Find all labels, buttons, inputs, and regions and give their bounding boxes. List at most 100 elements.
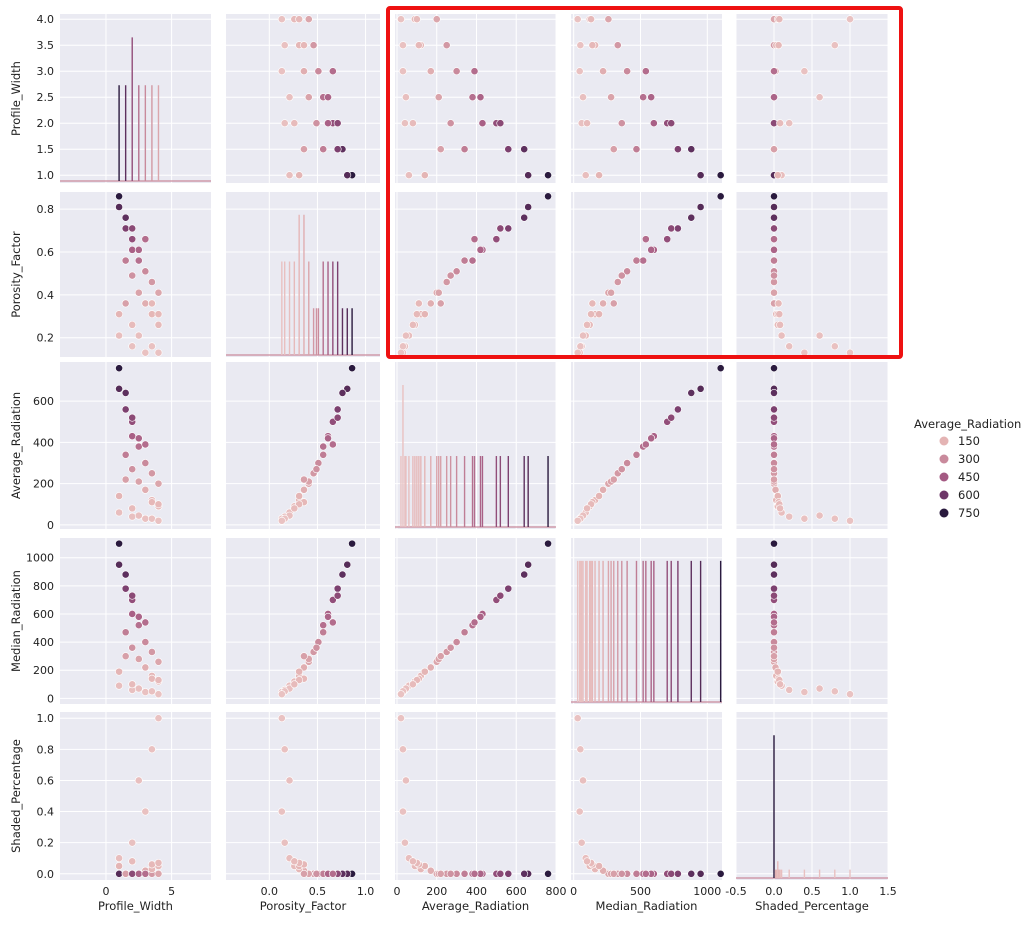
scatter-point — [333, 119, 342, 128]
scatter-point — [141, 299, 150, 308]
scatter-point — [121, 475, 130, 484]
scatter-point — [575, 67, 584, 76]
panel-shaded-percentage-vs-average-radiation: 0 200 400 600 800 — [393, 712, 567, 898]
scatter-point — [579, 331, 587, 340]
scatter-point — [770, 235, 778, 244]
scatter-point — [776, 320, 784, 329]
scatter-point — [333, 405, 342, 414]
scatter-point — [641, 67, 650, 76]
scatter-point — [496, 224, 505, 233]
scatter-point — [496, 869, 505, 878]
scatter-point — [141, 638, 150, 647]
scatter-point — [348, 364, 356, 373]
scatter-point — [412, 310, 421, 319]
scatter-point — [770, 570, 778, 579]
scatter-point — [115, 384, 123, 393]
legend-label: 750 — [958, 506, 980, 520]
scatter-point — [770, 405, 778, 414]
scatter-point — [583, 504, 591, 513]
scatter-point — [115, 869, 123, 878]
scatter-point — [134, 684, 143, 693]
y-tick-label: 0.6 — [37, 246, 55, 259]
scatter-point — [770, 389, 778, 397]
legend-label: 450 — [958, 470, 980, 484]
scatter-point — [770, 560, 778, 569]
scatter-point — [573, 714, 582, 723]
scatter-point — [436, 145, 445, 154]
scatter-point — [667, 413, 676, 422]
panel-shaded-percentage-vs-shaded-percentage: -0.5 0.0 0.5 1.0 1.5 — [725, 712, 897, 898]
panel-background — [60, 712, 211, 880]
scatter-point — [442, 278, 451, 286]
scatter-point — [405, 171, 413, 180]
scatter-point — [632, 256, 641, 265]
scatter-point — [687, 389, 696, 397]
scatter-point — [309, 41, 318, 50]
scatter-point — [609, 299, 618, 308]
panel-median-radiation-vs-average-radiation — [395, 538, 557, 704]
scatter-point — [148, 469, 156, 478]
scatter-point — [776, 680, 784, 689]
scatter-point — [667, 119, 676, 128]
scatter-point — [277, 67, 286, 76]
y-axis-title-median-radiation: Median_Radiation — [9, 570, 23, 672]
scatter-point — [696, 203, 705, 211]
scatter-point — [575, 807, 584, 816]
scatter-point — [154, 858, 163, 867]
scatter-point — [770, 203, 778, 211]
scatter-point — [524, 171, 533, 180]
panel-background — [226, 192, 380, 357]
scatter-point — [770, 643, 778, 652]
scatter-point — [426, 663, 435, 672]
panel-profile-width-vs-average-radiation — [395, 14, 557, 183]
scatter-point — [595, 862, 603, 870]
scatter-point — [408, 320, 417, 329]
scatter-point — [280, 41, 289, 50]
scatter-point — [401, 838, 409, 847]
scatter-point — [770, 628, 778, 637]
scatter-point — [520, 570, 529, 579]
scatter-point — [128, 465, 137, 474]
scatter-point — [595, 310, 603, 319]
scatter-point — [496, 591, 505, 600]
x-tick-label: 800 — [546, 885, 567, 898]
scatter-point — [777, 331, 786, 340]
scatter-point — [154, 320, 163, 329]
scatter-point — [476, 245, 485, 254]
scatter-point — [617, 119, 626, 128]
scatter-point — [280, 119, 289, 128]
scatter-point — [544, 869, 552, 878]
y-axis-title-shaded-percentage: Shaded_Percentage — [9, 739, 23, 853]
scatter-point — [800, 67, 809, 76]
panel-average-radiation-vs-average-radiation — [395, 362, 557, 529]
scatter-point — [134, 612, 143, 621]
scatter-point — [846, 690, 854, 699]
scatter-point — [452, 67, 461, 76]
scatter-point — [134, 477, 143, 486]
y-tick-label: 200 — [33, 664, 54, 677]
panel-median-radiation-vs-shaded-percentage — [735, 538, 889, 704]
scatter-point — [141, 807, 150, 816]
scatter-point — [544, 171, 552, 180]
y-tick-label: 1.0 — [37, 712, 55, 725]
scatter-point — [148, 342, 156, 351]
scatter-point — [770, 652, 778, 661]
scatter-point — [468, 256, 477, 265]
scatter-point — [277, 516, 286, 525]
y-tick-label: 2.0 — [37, 117, 55, 130]
scatter-point — [641, 235, 650, 244]
scatter-point — [324, 119, 332, 128]
scatter-point — [576, 745, 585, 754]
scatter-point — [776, 504, 784, 513]
scatter-point — [830, 41, 839, 50]
scatter-point — [304, 93, 313, 102]
scatter-point — [420, 310, 429, 319]
scatter-point — [115, 854, 123, 863]
scatter-point — [402, 331, 410, 340]
legend-entry: 750 — [939, 506, 980, 520]
scatter-point — [524, 560, 533, 569]
scatter-point — [770, 213, 778, 222]
scatter-point — [148, 687, 156, 696]
scatter-point — [128, 591, 137, 600]
scatter-point — [319, 450, 328, 459]
